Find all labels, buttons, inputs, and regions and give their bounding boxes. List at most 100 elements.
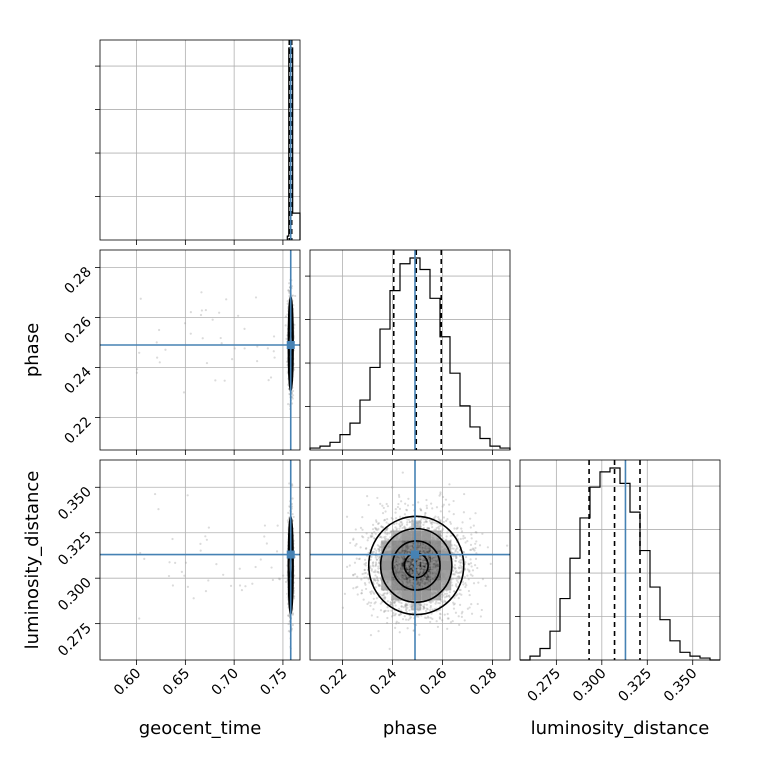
sample-point [423, 521, 426, 524]
sample-point [439, 542, 442, 545]
sample-point [403, 531, 407, 534]
sample-point [389, 530, 392, 533]
sample-point [432, 567, 435, 570]
sample-point [454, 560, 457, 563]
density-cell [401, 570, 412, 581]
contour-level [379, 527, 453, 604]
sample-point [372, 561, 375, 564]
sample-point [381, 559, 384, 562]
sample-point [439, 510, 442, 513]
density-cell [401, 540, 412, 551]
sample-point [417, 569, 420, 572]
sample-point [454, 567, 457, 570]
sample-point [393, 588, 396, 592]
sample-point [411, 579, 414, 582]
sample-point [390, 548, 393, 551]
sample-point [426, 579, 429, 582]
sample-point [427, 582, 430, 586]
sample-point [417, 564, 420, 567]
sample-point [447, 594, 450, 598]
sample-point [476, 602, 479, 606]
sample-point [419, 521, 422, 524]
sample-point [425, 549, 428, 552]
sample-point [435, 592, 438, 595]
sample-point [272, 350, 275, 353]
sample-point [372, 608, 375, 611]
sample-point [443, 548, 446, 551]
sample-point [475, 531, 478, 534]
sample-point [405, 561, 408, 564]
sample-point [415, 584, 418, 587]
sample-point [423, 563, 426, 567]
sample-point [220, 342, 223, 345]
sample-point [354, 586, 358, 589]
sample-point [417, 578, 420, 581]
density-cell [441, 570, 452, 581]
sample-point [419, 580, 422, 583]
sample-point [424, 588, 427, 592]
sample-point [391, 596, 394, 599]
sample-point [426, 548, 429, 551]
sample-point [431, 594, 434, 597]
sample-point [381, 580, 384, 583]
sample-point [399, 593, 403, 597]
sample-point [436, 546, 439, 550]
sample-point [362, 536, 365, 539]
sample-point [426, 548, 429, 551]
sample-point [376, 582, 379, 585]
sample-point [416, 558, 419, 561]
sample-point [437, 527, 441, 530]
sample-point [430, 573, 434, 576]
sample-point [431, 564, 434, 567]
sample-point [415, 564, 418, 567]
sample-point [435, 541, 438, 544]
sample-point [406, 518, 409, 521]
sample-point [429, 567, 432, 570]
sample-point [399, 561, 402, 564]
sample-point [411, 596, 415, 599]
sample-point [428, 536, 431, 540]
sample-point [233, 347, 236, 350]
sample-point [460, 565, 464, 568]
sample-point [404, 574, 407, 577]
sample-point [412, 560, 415, 563]
sample-point [420, 557, 423, 560]
sample-point [380, 578, 383, 581]
sample-point [401, 471, 404, 474]
sample-point [393, 563, 396, 566]
sample-point [430, 555, 433, 559]
sample-point [420, 556, 423, 559]
sample-point [394, 557, 397, 561]
sample-point [417, 544, 420, 548]
sample-point [448, 563, 451, 566]
sample-point [407, 566, 410, 570]
sample-point [403, 581, 406, 585]
sample-point [390, 615, 394, 618]
sample-point [349, 541, 352, 545]
sample-point [389, 565, 393, 568]
sample-point [418, 543, 421, 546]
sample-point [369, 565, 372, 568]
sample-point [416, 608, 419, 611]
sample-point [403, 525, 406, 528]
sample-point [407, 548, 410, 551]
sample-point [428, 594, 432, 597]
sample-point [417, 563, 421, 566]
sample-point [378, 546, 382, 549]
sample-point [443, 576, 446, 579]
sample-point [479, 615, 482, 618]
sample-point [406, 564, 409, 567]
sample-point [397, 502, 400, 506]
sample-point [431, 608, 434, 611]
sample-point [467, 562, 470, 565]
sample-point [416, 535, 419, 539]
x-tick-label: 0.28 [467, 666, 500, 699]
sample-point [385, 561, 389, 564]
sample-point [395, 528, 398, 532]
sample-point [421, 577, 424, 580]
sample-point [457, 571, 460, 575]
sample-point [446, 617, 449, 620]
sample-point [393, 545, 396, 548]
sample-point [437, 532, 440, 536]
sample-point [369, 604, 372, 607]
